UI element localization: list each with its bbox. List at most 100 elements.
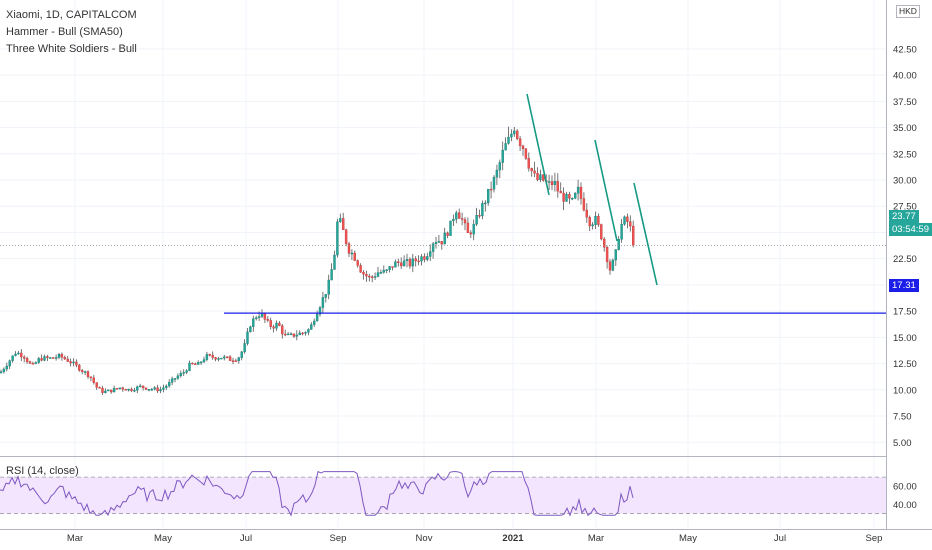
price-tick-label: 10.00 bbox=[893, 385, 917, 396]
candle-body bbox=[179, 373, 183, 377]
time-tick-label: May bbox=[154, 533, 172, 544]
trendline bbox=[594, 139, 618, 242]
candle-body bbox=[576, 186, 580, 194]
price-tick-label: 27.50 bbox=[893, 202, 917, 213]
candle-body bbox=[608, 261, 612, 271]
candle-body bbox=[475, 215, 478, 225]
candle-body bbox=[382, 269, 385, 273]
candle-body bbox=[336, 221, 339, 256]
candle-body bbox=[80, 370, 84, 372]
candle-body bbox=[292, 333, 296, 337]
rsi-tick-label: 40.00 bbox=[893, 500, 917, 511]
candle-body bbox=[330, 269, 333, 281]
candle-body bbox=[191, 362, 194, 365]
candle-body bbox=[72, 361, 75, 364]
candle-body bbox=[379, 272, 383, 274]
candle-body bbox=[211, 354, 214, 358]
candle-body bbox=[49, 357, 52, 359]
candle-body bbox=[495, 169, 499, 178]
candle-body bbox=[101, 387, 104, 393]
candle-body bbox=[571, 197, 574, 200]
currency-badge[interactable]: HKD bbox=[896, 5, 920, 18]
candle-body bbox=[524, 148, 528, 159]
price-tick-label: 42.50 bbox=[893, 44, 917, 55]
candle-body bbox=[420, 256, 423, 262]
candle-body bbox=[14, 353, 17, 356]
candle-body bbox=[25, 358, 29, 362]
time-tick-label: Sep bbox=[866, 533, 883, 544]
price-tick-label: 22.50 bbox=[893, 254, 917, 265]
candle-body bbox=[582, 198, 586, 211]
candlestick-series bbox=[0, 126, 635, 395]
candle-body bbox=[440, 241, 443, 245]
candle-body bbox=[385, 269, 388, 271]
candle-body bbox=[347, 243, 351, 254]
candle-body bbox=[295, 334, 298, 337]
candle-body bbox=[109, 389, 113, 393]
candle-body bbox=[188, 362, 191, 371]
candle-body bbox=[510, 133, 513, 138]
candle-body bbox=[507, 136, 510, 144]
candle-body bbox=[136, 386, 139, 391]
candle-body bbox=[23, 356, 26, 359]
candle-body bbox=[252, 318, 255, 327]
candle-body bbox=[115, 388, 119, 390]
candle-body bbox=[559, 190, 562, 194]
candle-body bbox=[408, 259, 412, 267]
candle-body bbox=[5, 365, 9, 370]
candle-body bbox=[487, 188, 490, 204]
candle-body bbox=[620, 224, 623, 240]
candle-body bbox=[568, 194, 571, 199]
candle-body bbox=[289, 333, 293, 335]
grid-lines bbox=[0, 0, 886, 528]
candle-body bbox=[629, 221, 632, 227]
candle-body bbox=[536, 173, 539, 180]
candle-body bbox=[278, 322, 281, 326]
trendline bbox=[633, 182, 658, 286]
candle-body bbox=[574, 193, 577, 199]
candle-body bbox=[591, 224, 594, 227]
candle-body bbox=[301, 332, 304, 335]
rsi-legend: RSI (14, close) bbox=[6, 465, 79, 477]
candle-body bbox=[550, 181, 554, 185]
candle-body bbox=[205, 354, 209, 360]
time-tick-label: Nov bbox=[416, 533, 433, 544]
candle-body bbox=[400, 262, 403, 267]
candle-body bbox=[614, 249, 617, 261]
candle-body bbox=[202, 359, 206, 363]
candle-body bbox=[223, 356, 226, 359]
rsi-line bbox=[0, 470, 634, 517]
candle-body bbox=[402, 260, 406, 267]
candle-body bbox=[37, 358, 40, 363]
candle-body bbox=[423, 256, 426, 260]
candle-body bbox=[214, 357, 217, 360]
candle-body bbox=[54, 357, 58, 359]
legend-indicator-three-white-soldiers: Three White Soldiers - Bull bbox=[6, 43, 137, 55]
candle-body bbox=[324, 294, 327, 298]
chart-legend: Xiaomi, 1D, CAPITALCOM Hammer - Bull (SM… bbox=[6, 7, 137, 58]
chart-title: Xiaomi, 1D, CAPITALCOM bbox=[6, 9, 137, 21]
last-price-tag: 23.77 bbox=[889, 210, 919, 223]
candle-body bbox=[118, 387, 122, 389]
candle-body bbox=[463, 219, 467, 224]
candle-body bbox=[310, 324, 313, 330]
candle-body bbox=[147, 389, 151, 391]
candle-body bbox=[217, 358, 220, 360]
candle-body bbox=[498, 162, 501, 171]
candle-body bbox=[170, 378, 174, 383]
candle-body bbox=[443, 232, 446, 245]
candle-body bbox=[527, 158, 530, 169]
candle-body bbox=[565, 194, 568, 202]
rsi-tick-label: 60.00 bbox=[893, 482, 917, 493]
candle-body bbox=[240, 351, 243, 358]
candle-body bbox=[556, 181, 559, 192]
candle-body bbox=[0, 371, 3, 374]
bar-countdown-tag: 03:54:59 bbox=[889, 223, 932, 236]
candle-body bbox=[417, 260, 420, 263]
candle-body bbox=[626, 216, 629, 222]
price-tick-label: 37.50 bbox=[893, 97, 917, 108]
candle-body bbox=[362, 271, 365, 275]
candle-body bbox=[333, 254, 336, 270]
candle-body bbox=[376, 272, 380, 277]
